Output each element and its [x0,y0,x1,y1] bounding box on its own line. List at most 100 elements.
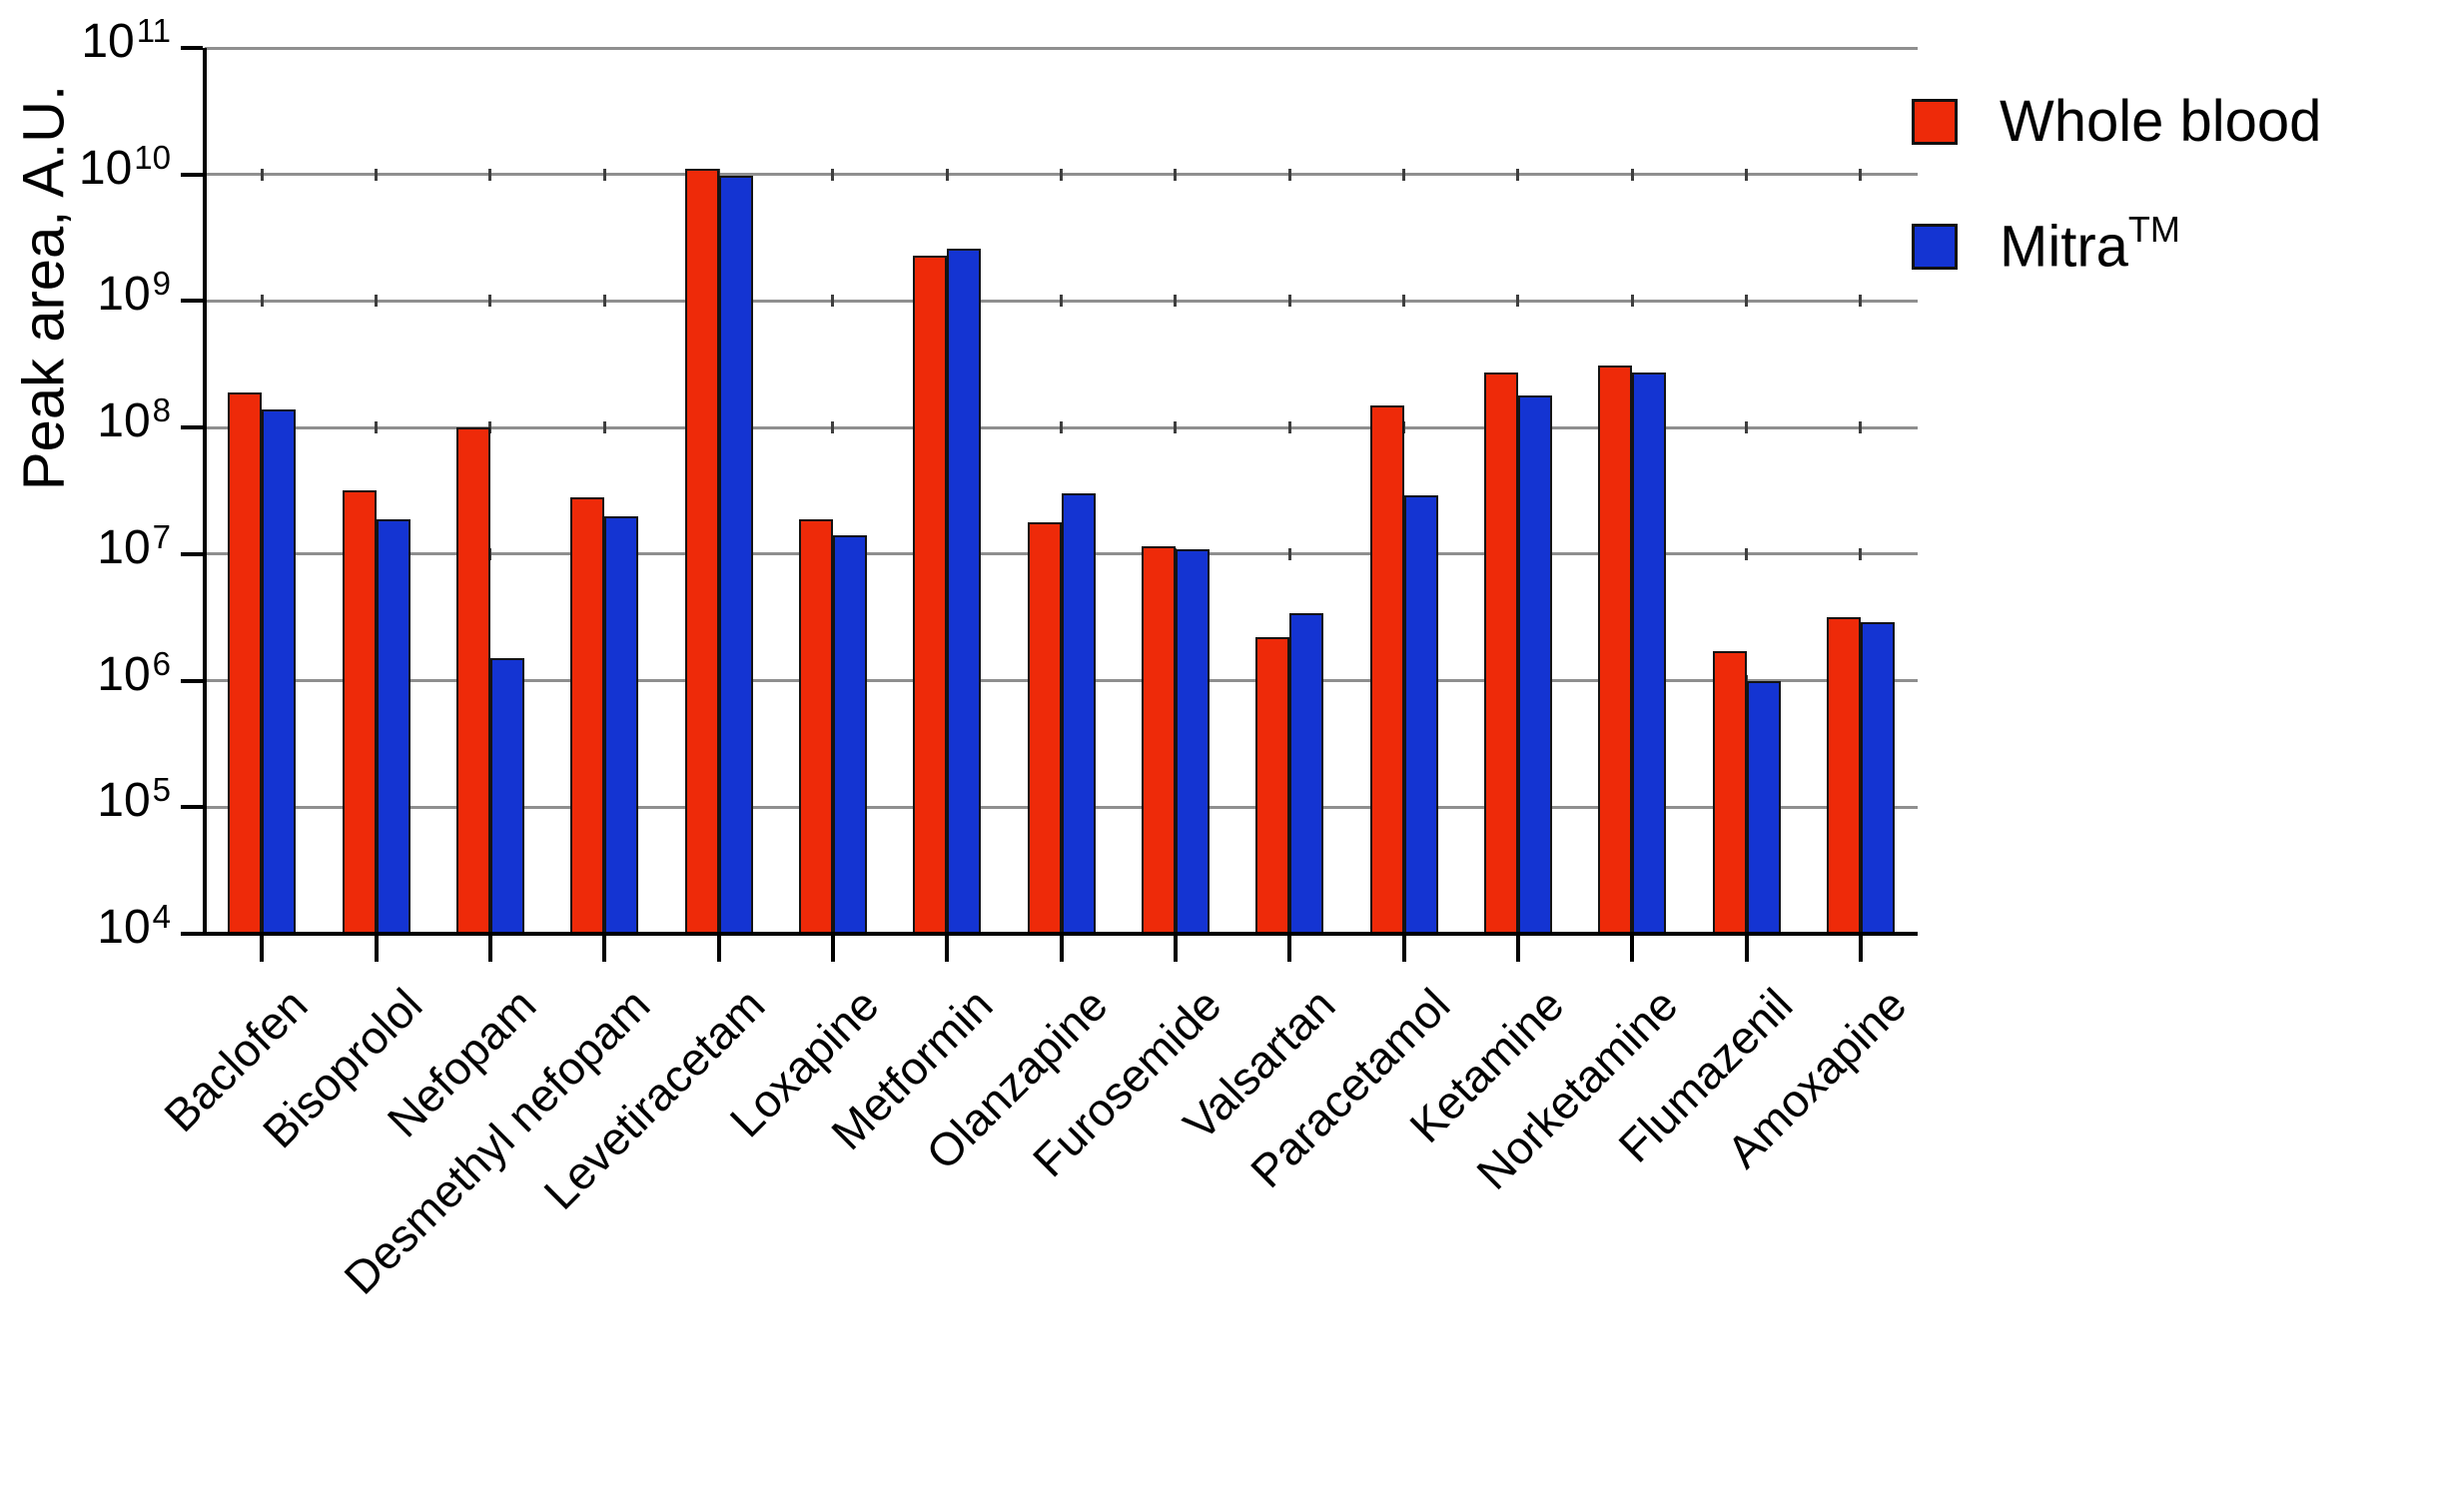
grid-dash-1e10-c10 [1402,168,1405,181]
y-tick-label-exponent: 11 [136,12,171,49]
grid-dash-1e9-c9 [1287,295,1291,308]
grid-dash-1e10-c7 [1060,168,1063,181]
legend-label-whole-blood: Whole blood [2000,89,2322,154]
legend-item-mitra: MitraTM [1912,209,2321,280]
grid-dash-1e10-c13 [1745,168,1748,181]
grid-dash-1e7-c13 [1745,547,1748,560]
grid-dash-1e8-c8 [1174,421,1178,434]
x-tick-5 [830,936,835,962]
bar-whole-blood-flumazenil [1712,651,1747,934]
grid-dash-1e10-c1 [375,168,378,181]
bar-whole-blood-norketamine [1598,365,1633,934]
y-tick-1e10 [181,172,203,177]
x-tick-0 [260,936,265,962]
bar-mitra-norketamine [1632,373,1667,934]
y-tick-label-base: 10 [97,901,151,954]
y-tick-label-base: 10 [97,520,151,574]
bar-mitra-ketamine [1517,394,1552,934]
y-tick-label-exponent: 8 [152,391,171,429]
grid-dash-1e10-c2 [488,168,492,181]
y-tick-label-base: 10 [97,268,151,322]
grid-dash-1e10-c11 [1516,168,1520,181]
bar-mitra-levetiracetam [718,175,753,934]
legend-swatch-whole-blood-icon [1912,98,1958,145]
x-tick-10 [1401,936,1406,962]
y-tick-1e6 [181,678,203,683]
y-tick-label-exponent: 5 [152,771,171,809]
y-tick-label-base: 10 [97,394,151,448]
bar-mitra-paracetamol [1403,495,1438,934]
grid-dash-1e10-c6 [945,168,949,181]
bar-whole-blood-metformin [913,255,948,934]
x-tick-4 [716,936,721,962]
x-axis-line [203,932,1918,936]
grid-dash-1e10-c8 [1174,168,1178,181]
grid-dash-1e9-c8 [1174,295,1178,308]
y-tick-label-1e6: 106 [97,643,171,702]
y-tick-1e7 [181,551,203,556]
y-tick-label-base: 10 [78,141,133,195]
grid-dash-1e9-c10 [1402,295,1405,308]
y-tick-1e8 [181,425,203,430]
bar-whole-blood-paracetamol [1369,404,1404,934]
grid-dash-1e8-c10 [1402,421,1405,434]
bar-whole-blood-olanzapine [1027,521,1062,934]
y-tick-label-base: 10 [97,647,151,701]
bar-mitra-baclofen [262,408,297,934]
bar-whole-blood-levetiracetam [684,169,719,934]
grid-dash-1e7-c14 [1859,547,1863,560]
grid-dash-1e8-c5 [831,421,835,434]
grid-dash-1e9-c14 [1859,295,1863,308]
legend-item-whole-blood: Whole blood [1912,88,2321,155]
x-tick-11 [1515,936,1520,962]
x-tick-8 [1173,936,1178,962]
grid-dash-1e9-c3 [602,295,606,308]
grid-dash-1e8-c9 [1287,421,1291,434]
legend: Whole blood MitraTM [1912,88,2321,338]
y-tick-label-1e4: 104 [97,896,171,955]
x-tick-7 [1059,936,1064,962]
bar-mitra-metformin [947,248,982,934]
y-tick-label-exponent: 4 [152,898,171,935]
bar-mitra-amoxapine [1860,621,1895,934]
grid-dash-1e10-c9 [1287,168,1291,181]
bar-whole-blood-nefopam [455,427,490,934]
bar-whole-blood-baclofen [228,391,263,934]
legend-label-mitra: MitraTM [2000,209,2180,280]
grid-dash-1e9-c11 [1516,295,1520,308]
bar-whole-blood-amoxapine [1826,616,1861,934]
x-tick-13 [1744,936,1749,962]
grid-dash-1e9-c0 [260,295,264,308]
grid-dash-1e9-c5 [831,295,835,308]
grid-dash-1e8-c2 [488,421,492,434]
grid-dash-1e7-c9 [1287,547,1291,560]
grid-dash-1e8-c3 [602,421,606,434]
y-tick-label-base: 10 [81,15,135,68]
grid-dash-1e10-c3 [602,168,606,181]
y-tick-1e5 [181,805,203,810]
y-axis-line [203,48,207,936]
bar-mitra-loxapine [832,535,867,934]
bar-mitra-valsartan [1289,613,1324,934]
grid-dash-1e9-c12 [1630,295,1634,308]
grid-dash-1e7-c2 [488,547,492,560]
grid-dash-1e8-c1 [375,421,378,434]
grid-dash-1e10-c4 [717,168,720,181]
grid-dash-1e9-c7 [1060,295,1063,308]
bar-whole-blood-loxapine [798,518,833,934]
grid-dash-1e8-c7 [1060,421,1063,434]
grid-dash-1e10-c14 [1859,168,1863,181]
grid-dash-1e10-c0 [260,168,264,181]
y-axis-title: Peak area, A.U. [11,84,77,491]
y-tick-label-1e7: 107 [97,516,171,575]
x-tick-14 [1858,936,1863,962]
y-tick-label-base: 10 [97,774,151,828]
bar-whole-blood-valsartan [1255,637,1290,934]
grid-dash-1e9-c2 [488,295,492,308]
grid-dash-1e8-c13 [1745,421,1748,434]
y-tick-label-1e5: 105 [97,769,171,828]
grid-dash-1e10-c12 [1630,168,1634,181]
y-tick-label-exponent: 6 [152,644,171,682]
y-tick-1e4 [181,932,203,936]
